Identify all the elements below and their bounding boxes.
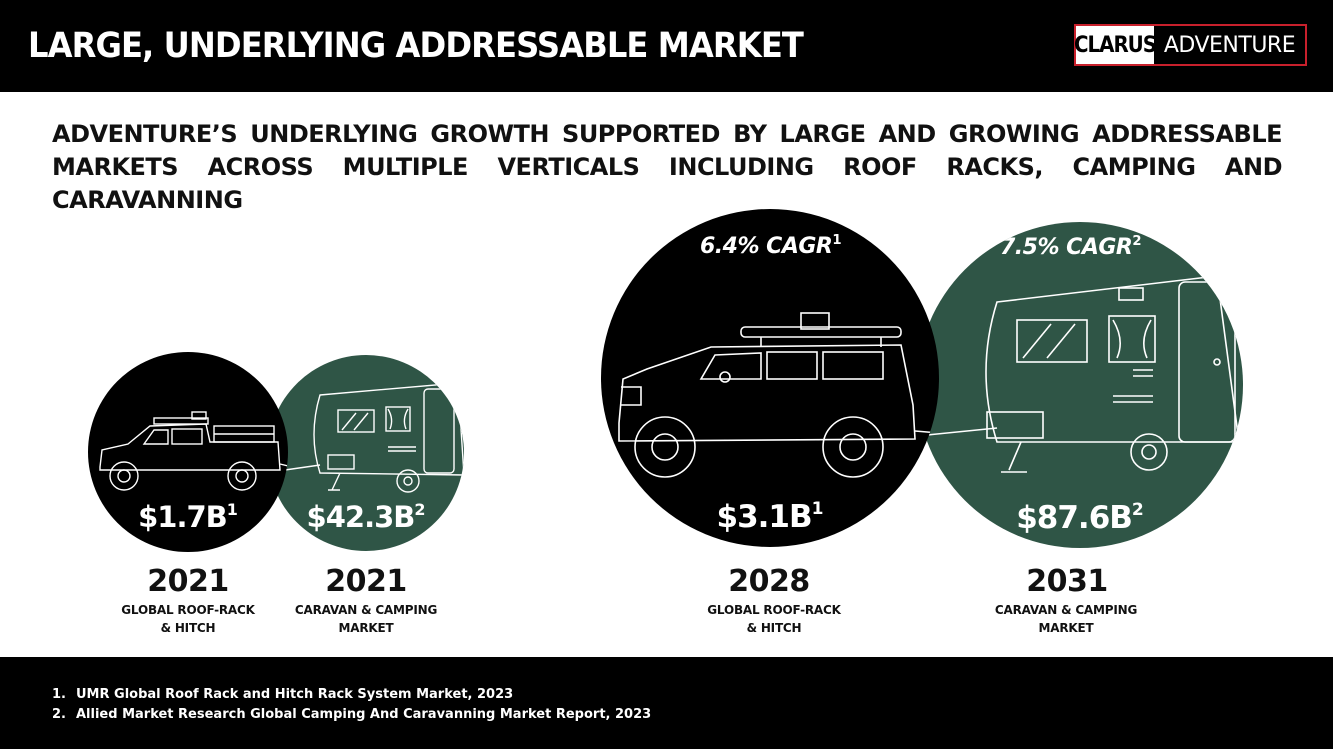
caravan-2031-circle: 7.5% CAGR2 $87.6B2 <box>917 222 1243 548</box>
caption-roof-rack-2021: GLOBAL ROOF-RACK & HITCH <box>121 603 255 635</box>
caption-caravan-2021: CARAVAN & CAMPING MARKET <box>294 603 438 635</box>
caravan-icon <box>917 275 1240 473</box>
roof-rack-2021-circle: $1.7B1 <box>88 352 288 552</box>
market-value-caravan-2021: $42.3B2 <box>306 500 426 534</box>
year-caravan-2021: 2021 <box>325 564 407 599</box>
footnote-2: 2. Allied Market Research Global Camping … <box>52 707 652 722</box>
market-value-roof-rack-2021: $1.7B1 <box>138 500 238 534</box>
market-value-caravan-2031: $87.6B2 <box>1016 500 1144 536</box>
year-caravan-2031: 2031 <box>1026 564 1108 599</box>
logo-clarus-text: CLARUS <box>1074 26 1157 64</box>
year-roof-rack-2021: 2021 <box>147 564 229 599</box>
market-value-roof-rack-2028: $3.1B1 <box>716 499 824 535</box>
caravan-icon <box>277 382 464 493</box>
logo-adventure-text: ADVENTURE <box>1154 26 1305 64</box>
caption-roof-rack-2028: GLOBAL ROOF-RACK & HITCH <box>707 603 841 635</box>
clarus-adventure-logo: CLARUS ADVENTURE <box>1074 24 1307 66</box>
page-title: LARGE, UNDERLYING ADDRESSABLE MARKET <box>28 26 804 66</box>
caption-caravan-2031: CARAVAN & CAMPING MARKET <box>994 603 1138 635</box>
cagr-caravan: 7.5% CAGR2 <box>1000 234 1142 261</box>
header-bar: LARGE, UNDERLYING ADDRESSABLE MARKET CLA… <box>0 0 1333 92</box>
subtitle: ADVENTURE’S UNDERLYING GROWTH SUPPORTED … <box>52 120 1283 214</box>
year-roof-rack-2028: 2028 <box>728 564 810 599</box>
caravan-2021-circle: $42.3B2 <box>268 355 464 551</box>
roof-rack-2028-circle: 6.4% CAGR1 $3.1B1 <box>601 209 939 547</box>
footer-bar: 1. UMR Global Roof Rack and Hitch Rack Sy… <box>0 657 1333 749</box>
footnote-1: 1. UMR Global Roof Rack and Hitch Rack Sy… <box>52 687 514 702</box>
pickup-truck-icon <box>99 411 288 491</box>
cagr-roof-rack: 6.4% CAGR1 <box>700 233 842 260</box>
suv-icon <box>618 312 939 478</box>
